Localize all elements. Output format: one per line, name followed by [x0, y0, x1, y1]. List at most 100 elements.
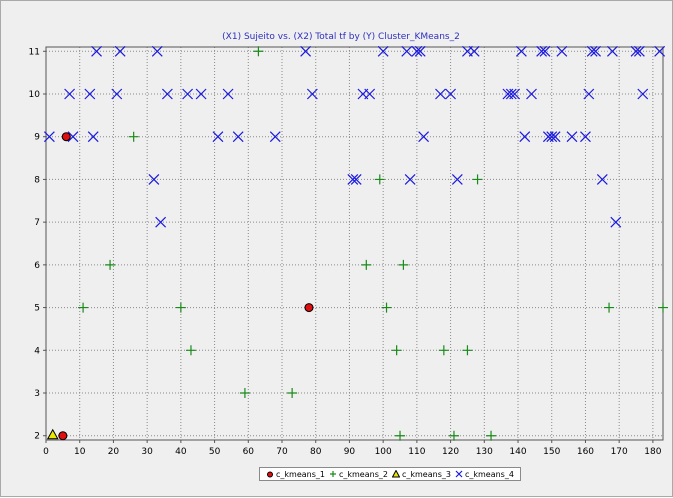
chart-title: (X1) Sujeito vs. (X2) Total tf by (Y) Cl… [222, 32, 460, 42]
legend-symbol [391, 470, 400, 478]
c_kmeans_4-point [269, 131, 281, 143]
legend-item-c_kmeans_1: c_kmeans_1 [266, 470, 325, 479]
c_kmeans_4-point [306, 88, 318, 100]
x-tick-label: 0 [43, 447, 49, 457]
c_kmeans_4-point [536, 45, 548, 57]
c_kmeans_4-point [630, 45, 642, 57]
legend: c_kmeans_1 c_kmeans_2 c_kmeans_3 c_kmeans_4 [259, 467, 521, 481]
legend-label: c_kmeans_4 [464, 469, 514, 479]
x-tick-label: 20 [108, 447, 120, 457]
c_kmeans_4-point [583, 88, 595, 100]
c_kmeans_2-point [604, 302, 615, 313]
c_kmeans_4-point [111, 88, 123, 100]
y-tick-label: 2 [34, 432, 40, 442]
c_kmeans_4-point [539, 45, 551, 57]
c_kmeans_4-point [586, 45, 598, 57]
x-tick-label: 70 [276, 447, 288, 457]
legend-symbol [455, 470, 463, 478]
c_kmeans_2-point [78, 302, 89, 313]
c_kmeans_4-point [67, 131, 79, 143]
c_kmeans_2-point [239, 388, 250, 399]
c_kmeans_4-point [549, 131, 561, 143]
c_kmeans_4-point [637, 88, 649, 100]
c_kmeans_4-point [607, 45, 618, 57]
c_kmeans_4-point [515, 45, 527, 57]
c_kmeans_4-point [347, 173, 359, 185]
c_kmeans_1-point [61, 132, 71, 142]
c_kmeans_4-point [610, 216, 622, 228]
c_kmeans_4-point [418, 131, 430, 143]
y-tick-label: 11 [29, 47, 40, 57]
c_kmeans_2-point [391, 345, 402, 356]
c_kmeans_2-point [438, 345, 449, 356]
x-tick-label: 30 [141, 447, 153, 457]
legend-marker-triangle-icon [391, 470, 400, 478]
y-tick-label: 9 [34, 133, 40, 143]
c_kmeans_1-point [58, 431, 68, 441]
c_kmeans_4-point [155, 216, 167, 228]
c_kmeans_2-point [658, 302, 668, 313]
c_kmeans_4-point [509, 88, 521, 100]
c_kmeans_2-point [486, 430, 497, 441]
x-tick-label: 90 [344, 447, 356, 457]
c_kmeans_4-point [364, 88, 376, 100]
c_kmeans_4-point [519, 131, 531, 143]
c_kmeans_2-point [395, 430, 406, 441]
x-tick-label: 180 [644, 447, 661, 457]
y-tick-label: 10 [29, 90, 41, 100]
c_kmeans_4-point [91, 45, 102, 57]
c_kmeans_4-point [182, 88, 194, 100]
c_kmeans_1-point [304, 303, 314, 313]
legend-label: c_kmeans_1 [276, 469, 325, 479]
c_kmeans_4-point [411, 45, 423, 57]
y-tick-label: 3 [34, 389, 40, 399]
c_kmeans_2-point [462, 345, 473, 356]
c_kmeans_4-point [556, 45, 568, 57]
y-tick-label: 5 [34, 304, 40, 314]
x-tick-label: 130 [476, 447, 493, 457]
c_kmeans_4-point [468, 45, 480, 57]
legend-marker-circle-icon [266, 470, 274, 478]
c_kmeans_4-point [596, 173, 608, 185]
x-tick-label: 10 [74, 447, 86, 457]
c_kmeans_4-point [526, 88, 537, 100]
c_kmeans_4-point [148, 173, 160, 185]
plot-area-border [45, 46, 664, 441]
c_kmeans_4-point [566, 131, 578, 143]
c_kmeans_4-point [161, 88, 173, 100]
c_kmeans_3-point [46, 428, 59, 440]
c_kmeans_4-point [451, 173, 463, 185]
c_kmeans_2-point [361, 259, 372, 270]
c_kmeans_2-point [472, 174, 483, 185]
c_kmeans_2-point [381, 302, 392, 313]
c_kmeans_4-point [87, 131, 99, 143]
c_kmeans_2-point [253, 46, 264, 57]
c_kmeans_4-point [64, 88, 76, 100]
c_kmeans_4-point [654, 45, 666, 57]
x-tick-label: 100 [375, 447, 392, 457]
legend-symbol [329, 471, 336, 477]
c_kmeans_2-point [398, 259, 409, 270]
c_kmeans_2-point [105, 259, 116, 270]
legend-label: c_kmeans_3 [401, 469, 451, 479]
y-tick-label: 8 [34, 175, 40, 185]
x-tick-label: 140 [509, 447, 526, 457]
c_kmeans_4-point [546, 131, 558, 143]
x-tick-label: 150 [543, 447, 560, 457]
grid [46, 47, 663, 440]
c_kmeans_4-point [84, 88, 96, 100]
y-tick-label: 7 [34, 218, 40, 228]
c_kmeans_4-point [350, 173, 362, 185]
c_kmeans_4-point [151, 45, 163, 57]
axis-ticks: 0 10 20 30 40 50 60 70 80 90 100 110 120 130 140 150 160… [29, 47, 662, 457]
y-tick-label: 6 [34, 261, 40, 271]
y-tick-label: 4 [34, 346, 40, 356]
legend-item-c_kmeans_3: c_kmeans_3 [391, 469, 451, 479]
c_kmeans_4-point [114, 45, 126, 57]
c_kmeans_2-point [448, 430, 459, 441]
legend-symbol [267, 471, 273, 478]
c_kmeans_2-point [287, 388, 298, 399]
x-tick-label: 110 [408, 447, 425, 457]
legend-marker-plus-icon [329, 470, 337, 478]
